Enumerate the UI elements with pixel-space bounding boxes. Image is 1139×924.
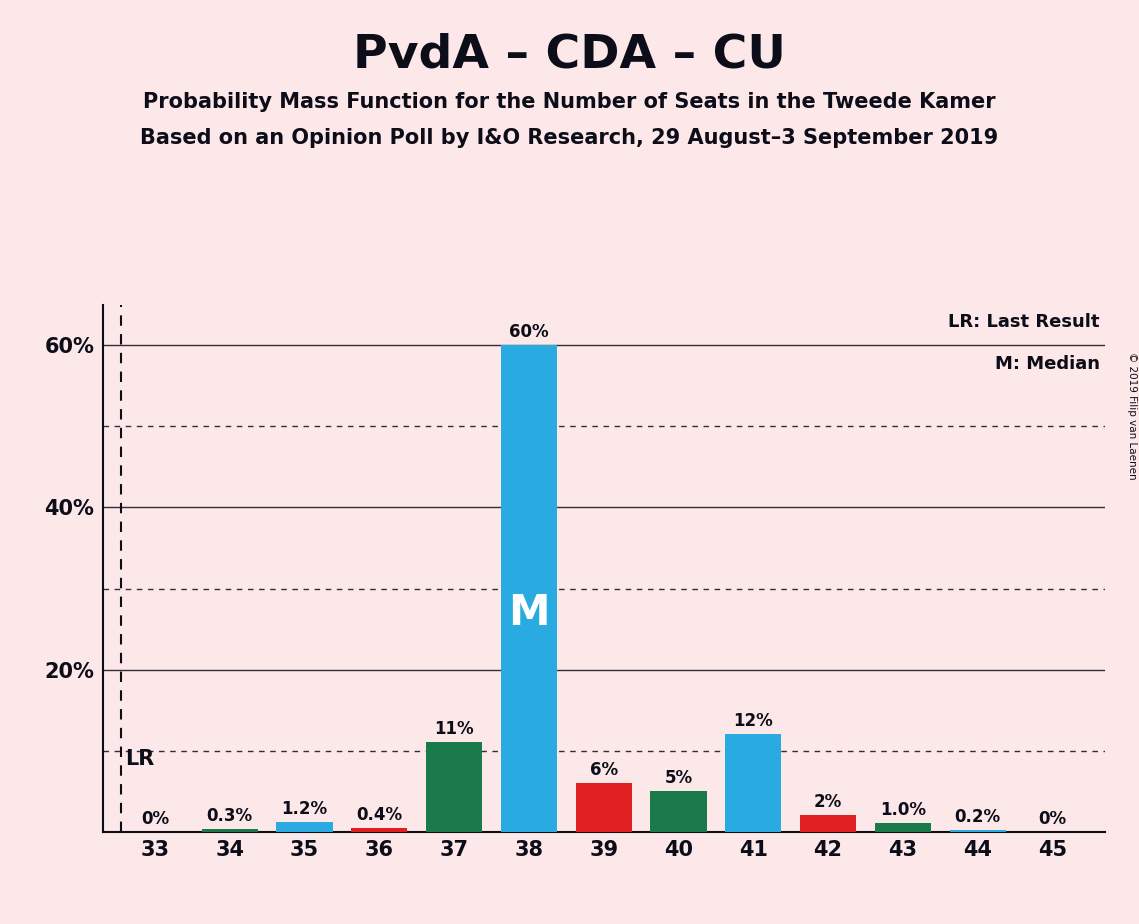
Bar — [202, 829, 257, 832]
Bar — [575, 783, 632, 832]
Bar — [875, 823, 931, 832]
Text: Based on an Opinion Poll by I&O Research, 29 August–3 September 2019: Based on an Opinion Poll by I&O Research… — [140, 128, 999, 148]
Bar — [650, 791, 706, 832]
Text: Probability Mass Function for the Number of Seats in the Tweede Kamer: Probability Mass Function for the Number… — [144, 92, 995, 113]
Bar — [800, 815, 857, 832]
Text: 2%: 2% — [814, 794, 842, 811]
Text: M: M — [508, 592, 550, 634]
Text: 0.4%: 0.4% — [357, 807, 402, 824]
Text: 12%: 12% — [734, 712, 773, 730]
Bar — [726, 735, 781, 832]
Text: 5%: 5% — [664, 769, 693, 787]
Text: 0.3%: 0.3% — [206, 808, 253, 825]
Bar — [501, 346, 557, 832]
Text: © 2019 Filip van Laenen: © 2019 Filip van Laenen — [1126, 352, 1137, 480]
Text: 1.2%: 1.2% — [281, 800, 328, 818]
Text: 1.0%: 1.0% — [879, 801, 926, 820]
Text: 0%: 0% — [141, 809, 169, 828]
Bar — [426, 743, 482, 832]
Text: 0.2%: 0.2% — [954, 808, 1001, 826]
Text: 60%: 60% — [509, 323, 549, 341]
Bar — [351, 828, 408, 832]
Text: PvdA – CDA – CU: PvdA – CDA – CU — [353, 32, 786, 78]
Text: 6%: 6% — [590, 761, 617, 779]
Text: M: Median: M: Median — [994, 355, 1100, 373]
Text: 11%: 11% — [434, 721, 474, 738]
Text: LR: LR — [125, 748, 154, 769]
Text: LR: Last Result: LR: Last Result — [949, 313, 1100, 331]
Text: 0%: 0% — [1039, 809, 1066, 828]
Bar — [950, 830, 1006, 832]
Bar — [277, 821, 333, 832]
